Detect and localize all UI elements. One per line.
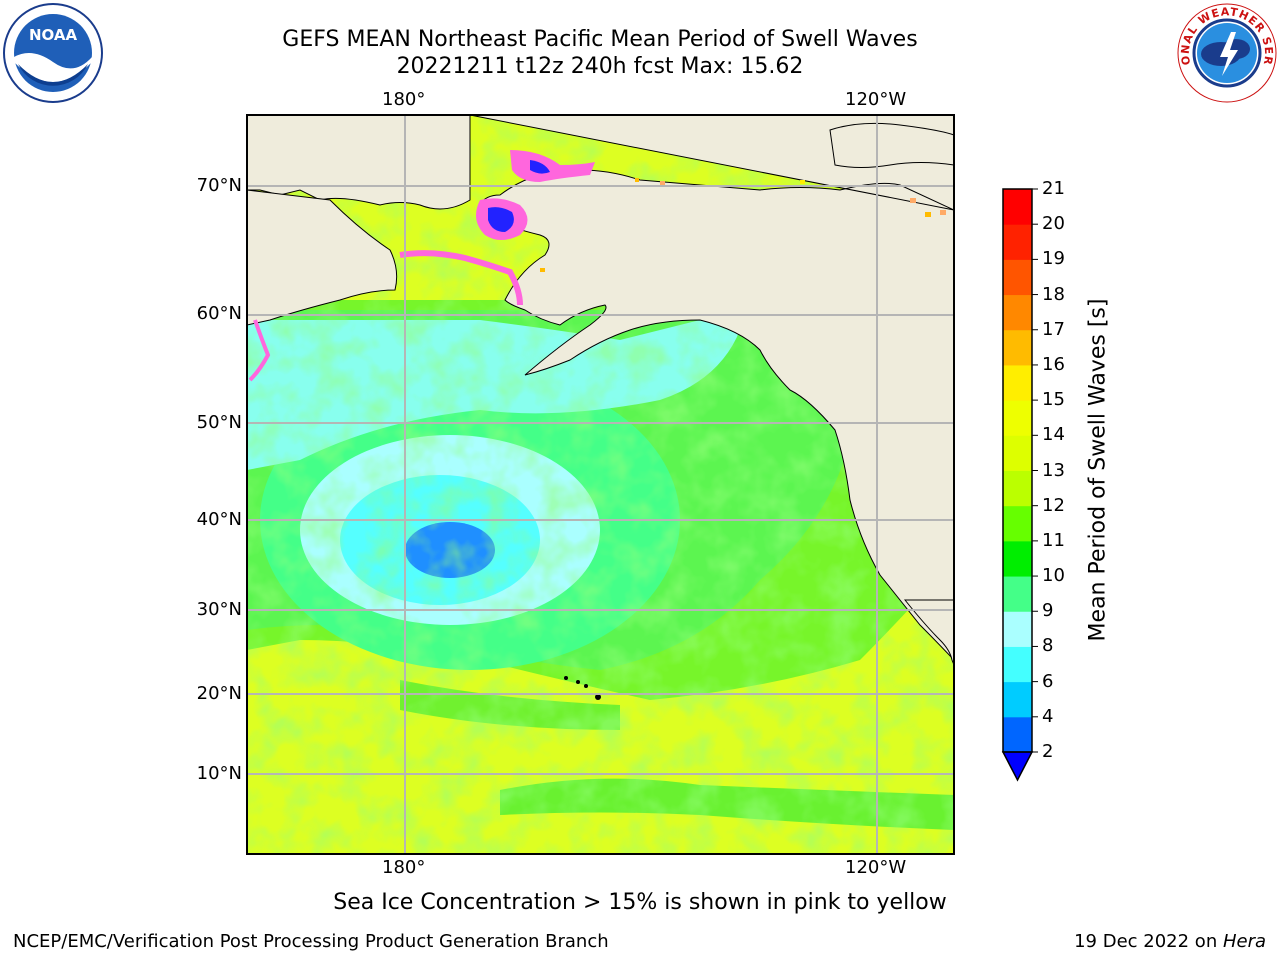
colorbar-tick-label: 4 bbox=[1042, 705, 1054, 727]
colorbar-tick-label: 15 bbox=[1042, 389, 1065, 411]
sea-ice-note: Sea Ice Concentration > 15% is shown in … bbox=[333, 890, 947, 915]
colorbar-segment bbox=[1003, 329, 1032, 366]
colorbar-segment bbox=[1003, 435, 1032, 471]
lat-label-50n: 50°N bbox=[196, 412, 242, 433]
colorbar-tick-label: 17 bbox=[1042, 318, 1065, 340]
colorbar-segment bbox=[1003, 189, 1032, 225]
colorbar-tick-label: 14 bbox=[1042, 424, 1065, 446]
colorbar-tick-label: 16 bbox=[1042, 353, 1065, 375]
lat-label-70n: 70°N bbox=[196, 175, 242, 196]
lat-label-60n: 60°N bbox=[196, 303, 242, 324]
colorbar-segment bbox=[1003, 540, 1032, 577]
colorbar-segment bbox=[1003, 611, 1032, 647]
lon-label-top-120w: 120°W bbox=[845, 89, 907, 110]
colorbar-tick-label: 18 bbox=[1042, 283, 1065, 305]
colorbar-tick-label: 6 bbox=[1042, 670, 1054, 692]
lon-label-top-180: 180° bbox=[382, 89, 426, 110]
colorbar-tick-label: 21 bbox=[1042, 178, 1065, 199]
svg-text:NOAA: NOAA bbox=[29, 26, 78, 44]
map-gridlines bbox=[247, 115, 954, 854]
colorbar-tick-label: 19 bbox=[1042, 248, 1065, 270]
colorbar-tick-label: 13 bbox=[1042, 459, 1065, 481]
colorbar-segment bbox=[1003, 294, 1032, 331]
colorbar-tick-label: 9 bbox=[1042, 600, 1054, 622]
noaa-logo: NOAA bbox=[2, 2, 104, 104]
lon-label-bottom-180: 180° bbox=[382, 857, 426, 878]
colorbar-tick-label: 12 bbox=[1042, 494, 1065, 516]
lon-label-bottom-120w: 120°W bbox=[845, 857, 907, 878]
colorbar-tick-label: 10 bbox=[1042, 565, 1065, 587]
map-title: GEFS MEAN Northeast Pacific Mean Period … bbox=[282, 27, 918, 52]
colorbar-segment bbox=[1003, 364, 1032, 401]
lat-label-10n: 10°N bbox=[196, 763, 242, 784]
map-frame bbox=[246, 114, 955, 855]
colorbar-segment bbox=[1003, 505, 1032, 542]
footer-date: 19 Dec 2022 on Hera bbox=[1074, 931, 1266, 952]
footer-date-text: 19 Dec 2022 on bbox=[1074, 931, 1223, 952]
colorbar-tick-label: 20 bbox=[1042, 213, 1065, 235]
colorbar-segment bbox=[1003, 646, 1032, 683]
lat-label-40n: 40°N bbox=[196, 509, 242, 530]
colorbar-segment bbox=[1003, 716, 1032, 753]
colorbar-segment bbox=[1003, 681, 1032, 718]
colorbar-title: Mean Period of Swell Waves [s] bbox=[1085, 298, 1111, 642]
colorbar-segment bbox=[1003, 224, 1032, 260]
map-subtitle-date: 20221211 t12z 240h fcst Max: 15.62 bbox=[396, 54, 804, 79]
nws-logo: NATIONAL WEATHER SERVICE bbox=[1176, 2, 1278, 104]
colorbar-segment bbox=[1003, 400, 1032, 436]
footer-credit: NCEP/EMC/Verification Post Processing Pr… bbox=[13, 931, 609, 952]
colorbar-tick-label: 11 bbox=[1042, 529, 1065, 551]
lat-label-30n: 30°N bbox=[196, 599, 242, 620]
colorbar-tick-label: 8 bbox=[1042, 635, 1054, 657]
colorbar-segment bbox=[1003, 259, 1032, 296]
colorbar bbox=[1001, 188, 1038, 782]
colorbar-segment bbox=[1003, 576, 1032, 612]
lat-label-20n: 20°N bbox=[196, 683, 242, 704]
colorbar-segment bbox=[1003, 470, 1032, 507]
colorbar-under-arrow bbox=[1001, 751, 1034, 782]
footer-host: Hera bbox=[1222, 931, 1266, 952]
colorbar-tick-label: 2 bbox=[1042, 741, 1054, 762]
